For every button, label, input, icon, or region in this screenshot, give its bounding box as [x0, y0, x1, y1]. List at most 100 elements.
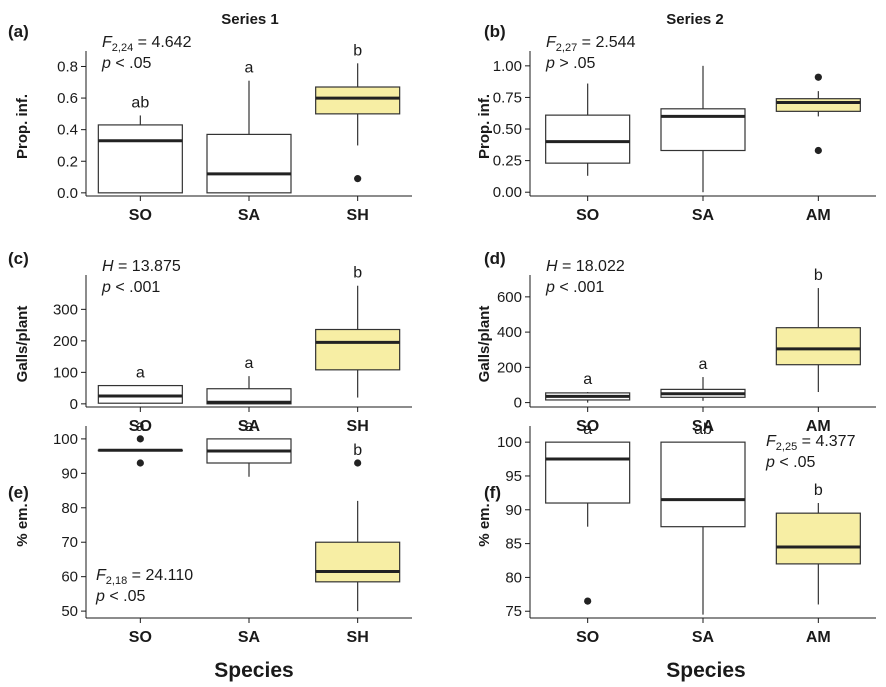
box	[206, 133, 292, 194]
significance-letter: a	[136, 365, 145, 382]
significance-letter: a	[136, 418, 145, 435]
y-axis-label: % em.	[476, 503, 493, 546]
box	[660, 441, 746, 528]
box	[97, 384, 183, 404]
box	[315, 86, 401, 115]
p-value-label: p < .001	[101, 279, 160, 296]
x-tick-label: SH	[347, 629, 369, 646]
y-tick-label: 60	[61, 569, 78, 586]
outlier-point	[814, 73, 822, 81]
x-tick-label: AM	[806, 418, 831, 435]
stat-label: F2,27 = 2.544	[546, 34, 636, 54]
panel-label: (f)	[484, 483, 501, 502]
p-value-label: p < .05	[101, 55, 151, 72]
box-sh: b	[315, 265, 401, 398]
x-tick-label: SA	[692, 418, 715, 435]
box	[775, 98, 861, 112]
x-tick-label: SA	[238, 207, 261, 224]
y-tick-label: 0.25	[493, 153, 522, 170]
x-tick-label: SO	[129, 207, 152, 224]
y-tick-label: 95	[505, 468, 522, 485]
panel-label: (c)	[8, 249, 29, 268]
x-tick-label: SH	[347, 207, 369, 224]
y-tick-label: 0.2	[57, 153, 78, 170]
box-so	[545, 83, 631, 176]
box	[206, 388, 292, 405]
y-tick-label: 400	[497, 324, 522, 341]
stat-label: H = 18.022	[546, 258, 625, 275]
significance-letter: b	[814, 267, 823, 284]
x-tick-label: SA	[692, 629, 715, 646]
y-tick-label: 600	[497, 289, 522, 306]
y-tick-label: 200	[497, 359, 522, 376]
significance-letter: b	[353, 442, 362, 459]
box-sh: b	[315, 42, 401, 183]
y-tick-label: 50	[61, 603, 78, 620]
box-so: a	[97, 365, 183, 404]
panels-group: (a)Prop. inf.0.00.20.40.60.8SOabSAaSHbF2…	[8, 22, 876, 646]
box-sa: a	[206, 418, 292, 477]
box	[545, 441, 631, 504]
stat-label: F2,18 = 24.110	[96, 567, 193, 587]
significance-letter: a	[245, 418, 254, 435]
p-value-label: p < .05	[95, 588, 145, 605]
y-tick-label: 0.8	[57, 58, 78, 75]
outlier-point	[354, 175, 362, 183]
p-value-label: p < .05	[765, 454, 815, 471]
y-tick-label: 0.00	[493, 184, 522, 201]
y-tick-label: 90	[505, 502, 522, 519]
box	[97, 124, 183, 194]
y-tick-label: 0.75	[493, 89, 522, 106]
y-axis-label: Prop. inf.	[476, 94, 493, 159]
box-so: a	[97, 418, 183, 467]
y-tick-label: 100	[497, 434, 522, 451]
significance-letter: a	[583, 421, 592, 438]
significance-letter: b	[353, 265, 362, 282]
x-tick-label: AM	[806, 207, 831, 224]
box-so: ab	[97, 94, 183, 194]
y-tick-label: 0	[70, 396, 78, 413]
significance-letter: a	[699, 356, 708, 373]
y-tick-label: 0.50	[493, 121, 522, 138]
y-tick-label: 300	[53, 301, 78, 318]
box-sa: a	[660, 356, 746, 401]
y-tick-label: 0.4	[57, 122, 78, 139]
significance-letter: ab	[694, 421, 712, 438]
x-tick-label: SA	[238, 629, 261, 646]
outlier-point	[814, 146, 822, 155]
x-axis-label-left: Species	[214, 659, 293, 682]
significance-letter: b	[814, 482, 823, 499]
box-so: a	[545, 371, 631, 403]
y-tick-label: 0.0	[57, 185, 78, 202]
box	[775, 327, 861, 366]
x-tick-label: SA	[238, 418, 261, 435]
y-tick-label: 90	[61, 465, 78, 482]
significance-letter: a	[245, 60, 254, 77]
y-tick-label: 70	[61, 534, 78, 551]
outlier-point	[584, 597, 592, 605]
outlier-point	[136, 459, 144, 467]
box	[775, 512, 861, 565]
column-title-series-1: Series 1	[221, 11, 279, 28]
y-tick-label: 100	[53, 431, 78, 448]
y-tick-label: 85	[505, 536, 522, 553]
x-tick-label: SO	[576, 629, 599, 646]
p-value-label: p > .05	[545, 55, 595, 72]
box-so: a	[545, 421, 631, 605]
box-sa: a	[206, 355, 292, 405]
x-tick-label: SA	[692, 207, 715, 224]
significance-letter: ab	[131, 94, 149, 111]
x-tick-label: SO	[576, 418, 599, 435]
box	[315, 541, 401, 583]
y-axis-label: Galls/plant	[476, 306, 493, 383]
panel-2: (b) Prop. inf. 0.00 0.25 0.50 0.75 1.00 SO SA AM F…	[476, 22, 876, 224]
panel-label: (d)	[484, 249, 506, 268]
y-axis-label: % em.	[14, 503, 31, 546]
stat-label: H = 13.875	[102, 258, 181, 275]
box-am: b	[775, 482, 861, 605]
x-tick-label: AM	[806, 629, 831, 646]
